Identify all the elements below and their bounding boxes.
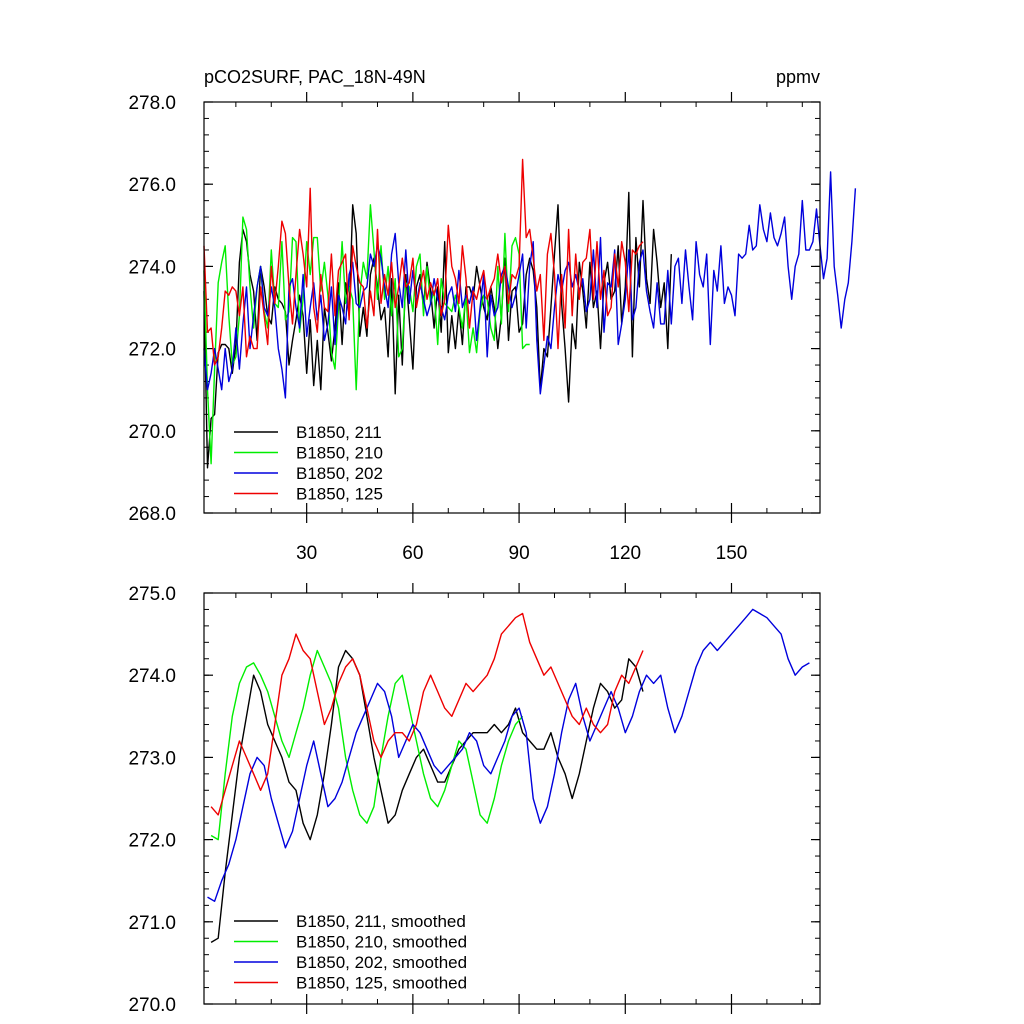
legend-label: B1850, 211, smoothed xyxy=(296,912,466,931)
series-line-2 xyxy=(210,649,524,841)
series-line-1 xyxy=(210,649,644,944)
x-tick-label: 120 xyxy=(609,543,641,564)
legend-label: B1850, 202, smoothed xyxy=(296,953,467,972)
bottom-legend: B1850, 211, smoothed B1850, 210, smoothed… xyxy=(234,912,467,993)
top-plot-lines xyxy=(203,158,857,469)
legend-label: B1850, 125 xyxy=(296,485,383,504)
y-tick-label: 275.0 xyxy=(128,584,176,605)
x-tick-label: 150 xyxy=(716,543,748,564)
y-tick-label: 270.0 xyxy=(128,422,176,443)
x-tick-label: 90 xyxy=(509,543,530,564)
x-tick-label: 30 xyxy=(296,543,317,564)
y-tick-label: 270.0 xyxy=(128,995,176,1016)
series-line-4 xyxy=(210,612,644,816)
chart-title: pCO2SURF, PAC_18N-49N xyxy=(204,67,426,88)
y-tick-label: 278.0 xyxy=(128,93,176,114)
y-tick-label: 272.0 xyxy=(128,831,176,852)
top-axes: 268.0 270.0 272.0 274.0 276.0 278.0 30 60 90 120 1… xyxy=(128,92,820,564)
y-tick-label: 274.0 xyxy=(128,666,176,687)
bottom-axes: 270.0 271.0 272.0 273.0 274.0 275.0 xyxy=(128,583,820,1016)
legend-label: B1850, 202 xyxy=(296,464,383,483)
y-tick-label: 276.0 xyxy=(128,175,176,196)
legend-label: B1850, 211 xyxy=(296,423,382,442)
bottom-panel: 270.0 271.0 272.0 273.0 274.0 275.0 B1850, 21… xyxy=(128,583,821,1016)
bottom-plot-frame xyxy=(203,592,821,1005)
series-line-3 xyxy=(207,608,810,902)
x-tick-label: 60 xyxy=(402,543,423,564)
y-tick-label: 273.0 xyxy=(128,748,176,769)
y-tick-label: 268.0 xyxy=(128,504,176,525)
units-label: ppmv xyxy=(776,67,820,87)
bottom-plot-lines xyxy=(207,608,810,944)
top-plot-frame xyxy=(203,101,821,514)
series-line-1 xyxy=(203,191,672,469)
legend-label: B1850, 210, smoothed xyxy=(296,933,467,952)
y-tick-label: 271.0 xyxy=(128,913,176,934)
series-line-4 xyxy=(203,158,644,366)
y-tick-label: 272.0 xyxy=(128,340,176,361)
top-panel: pCO2SURF, PAC_18N-49N ppmv 268.0 270.0 272… xyxy=(128,67,857,564)
legend-label: B1850, 210 xyxy=(296,444,383,463)
y-tick-label: 274.0 xyxy=(128,257,176,278)
series-line-3 xyxy=(203,171,857,399)
legend-label: B1850, 125, smoothed xyxy=(296,974,467,993)
